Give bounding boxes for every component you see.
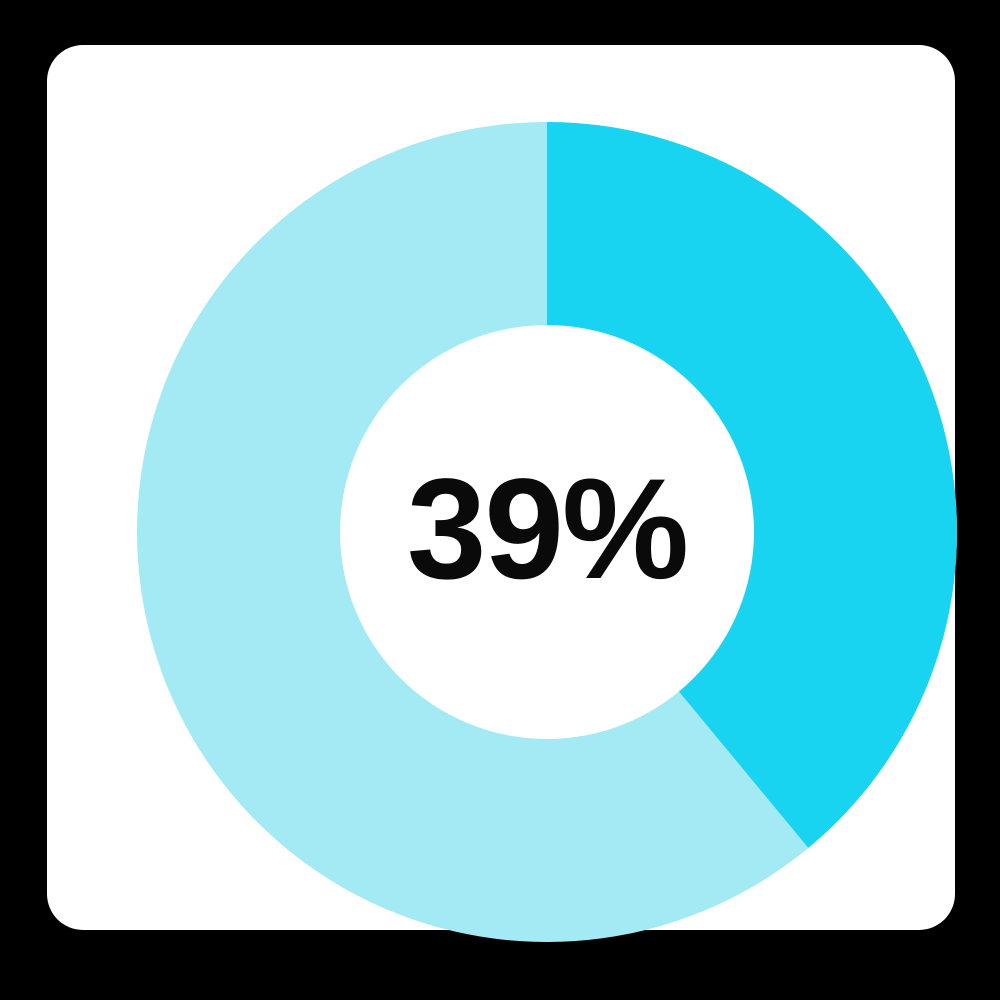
donut-slice-completed[interactable] [547, 122, 957, 848]
donut-hole [340, 325, 754, 739]
donut-chart-svg [136, 122, 957, 943]
donut-chart: 39% [136, 122, 957, 943]
chart-card: 39% [47, 45, 957, 943]
